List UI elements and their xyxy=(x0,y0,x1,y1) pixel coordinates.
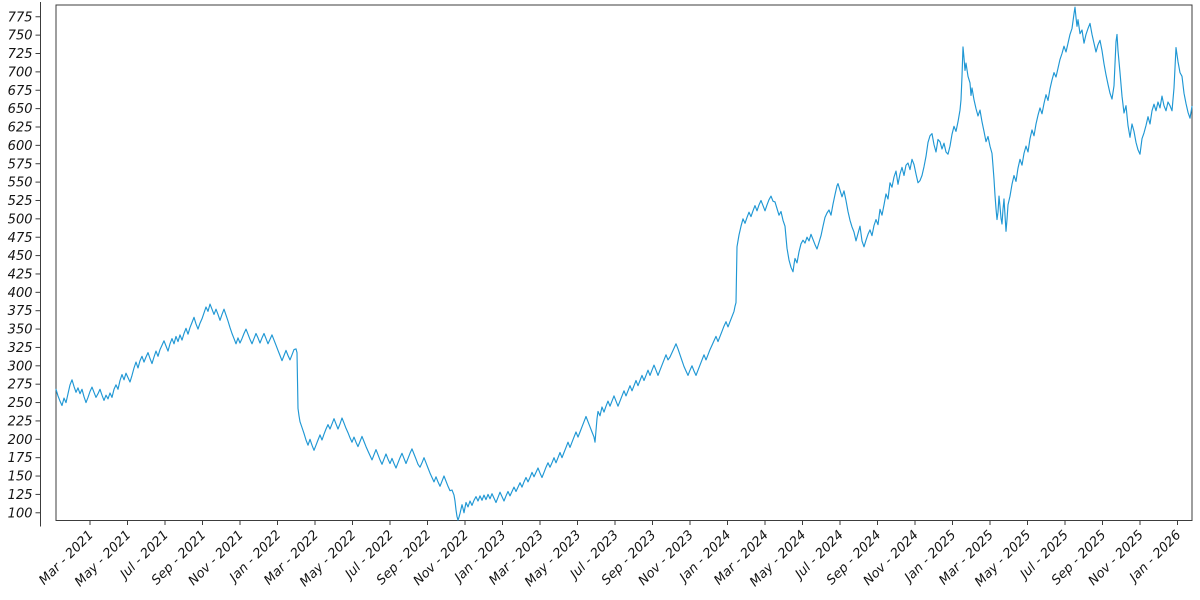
y-tick-label: 325 xyxy=(8,341,33,356)
y-tick-label: 575 xyxy=(8,157,33,172)
y-tick-label: 425 xyxy=(8,268,33,283)
price-line xyxy=(55,6,1193,521)
y-tick-label: 275 xyxy=(8,378,33,393)
y-tick-label: 450 xyxy=(8,249,33,264)
y-tick-label: 100 xyxy=(8,506,33,521)
y-tick-label: 625 xyxy=(8,121,33,136)
y-tick-label: 375 xyxy=(8,304,33,319)
y-tick-label: 750 xyxy=(8,29,33,44)
y-tick-label: 600 xyxy=(8,139,33,154)
y-tick-label: 400 xyxy=(8,286,33,301)
y-tick-label: 775 xyxy=(8,10,33,25)
y-tick-label: 175 xyxy=(8,451,33,466)
y-tick-label: 350 xyxy=(8,323,33,338)
y-tick-label: 650 xyxy=(8,102,33,117)
y-tick-label: 725 xyxy=(8,47,33,62)
y-tick-label: 225 xyxy=(8,414,33,429)
y-tick-label: 475 xyxy=(8,231,33,246)
y-tick-label: 550 xyxy=(8,176,33,191)
y-tick-label: 675 xyxy=(8,84,33,99)
plot-border xyxy=(55,4,1193,521)
y-tick-label: 250 xyxy=(8,396,33,411)
y-tick-label: 500 xyxy=(8,212,33,227)
y-tick-label: 700 xyxy=(8,65,33,80)
y-tick-label: 150 xyxy=(8,470,33,485)
y-tick-label: 300 xyxy=(8,359,33,374)
y-tick-label: 200 xyxy=(8,433,33,448)
y-tick-label: 125 xyxy=(8,488,33,503)
y-tick-label: 525 xyxy=(8,194,33,209)
